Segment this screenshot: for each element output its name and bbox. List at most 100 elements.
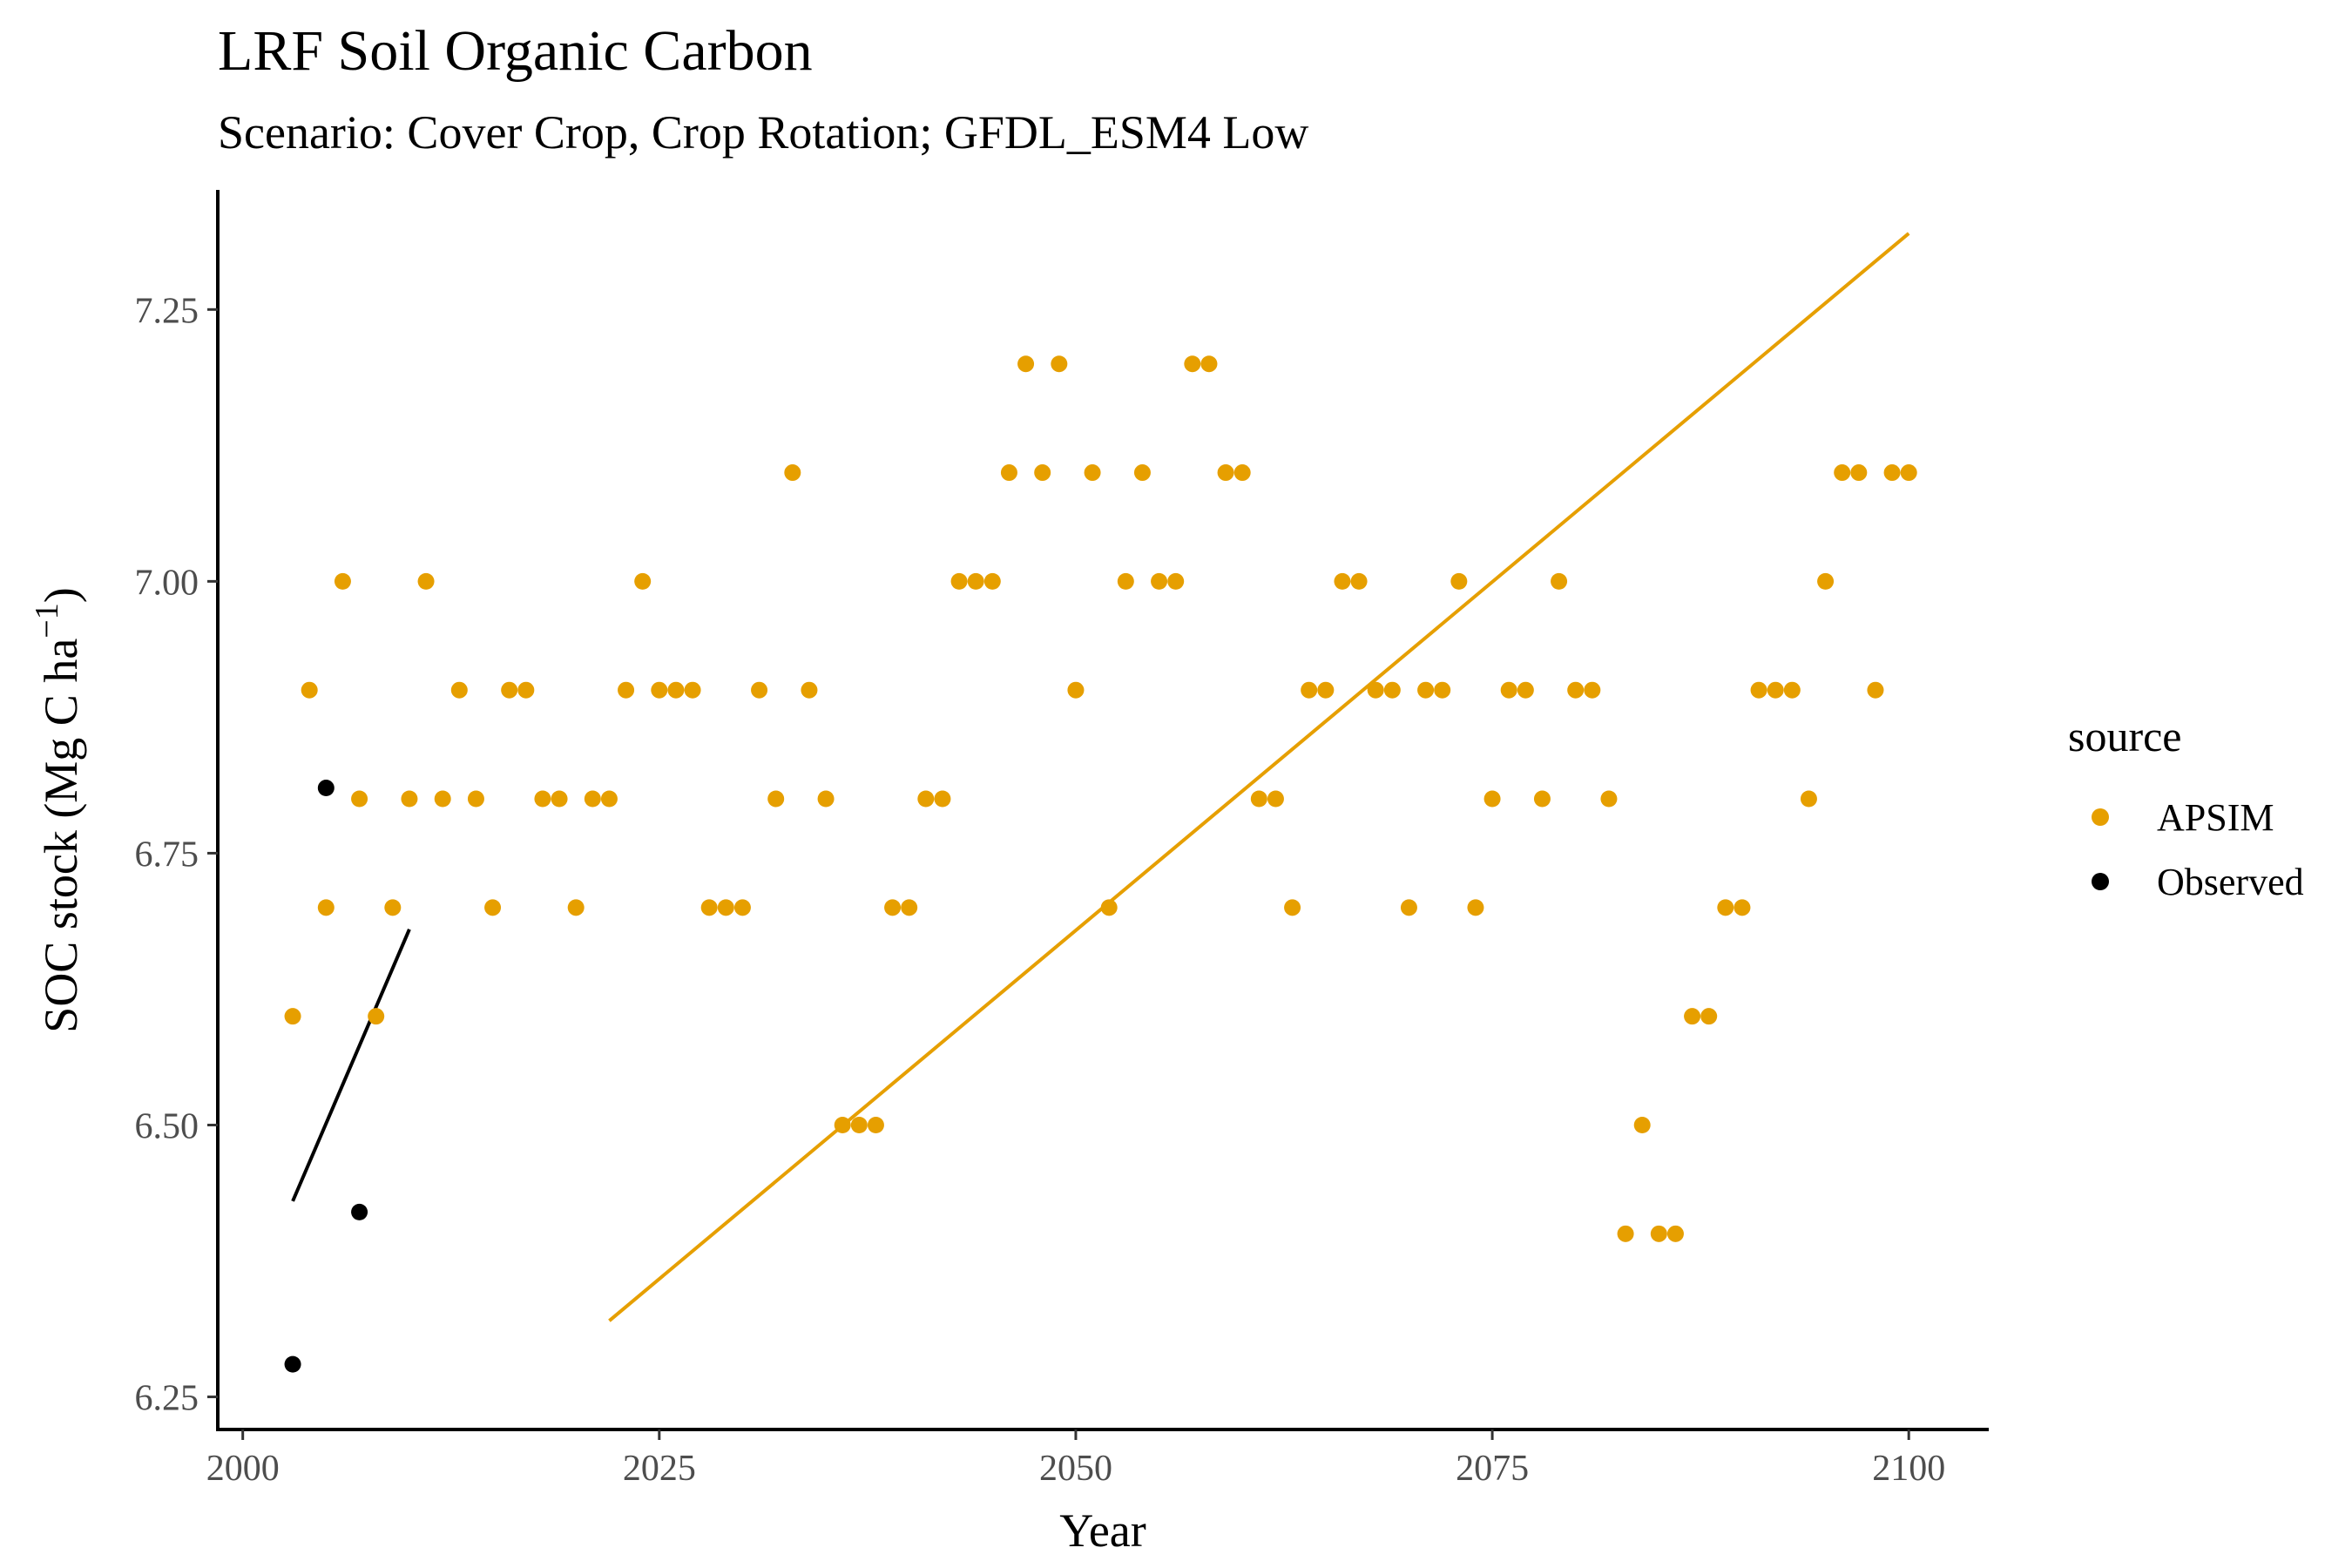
point-apsim-2084 (1633, 1116, 1651, 1133)
point-apsim-2062 (1267, 790, 1284, 808)
point-apsim-2031 (751, 681, 768, 699)
point-apsim-2079 (1551, 572, 1568, 590)
point-apsim-2064 (1301, 681, 1318, 699)
point-apsim-2020 (567, 899, 585, 916)
point-apsim-2047 (1017, 355, 1035, 373)
point-apsim-2004 (301, 681, 318, 699)
point-apsim-2078 (1533, 790, 1551, 808)
trend-line-observed (291, 929, 411, 1202)
point-apsim-2018 (534, 790, 551, 808)
trend-line-apsim (608, 232, 1910, 1322)
x-axis-title: Year (1059, 1504, 1146, 1557)
point-apsim-2060 (1233, 464, 1251, 482)
x-tick-label-2075: 2075 (1456, 1449, 1529, 1489)
point-apsim-2033 (784, 464, 801, 482)
point-apsim-2025 (651, 681, 668, 699)
point-apsim-2085 (1650, 1225, 1667, 1242)
x-ticks: 2000 2025 2050 2075 2100 (206, 1429, 1945, 1489)
point-apsim-2072 (1434, 681, 1451, 699)
point-apsim-2091 (1750, 681, 1767, 699)
point-apsim-2012 (434, 790, 451, 808)
point-apsim-2074 (1467, 899, 1484, 916)
point-apsim-2098 (1867, 681, 1884, 699)
point-apsim-2049 (1051, 355, 1068, 373)
point-apsim-2038 (867, 1116, 884, 1133)
chart-title: LRF Soil Organic Carbon (218, 19, 813, 83)
point-apsim-2090 (1734, 899, 1751, 916)
point-apsim-2086 (1666, 1225, 1684, 1242)
point-apsim-2023 (618, 681, 635, 699)
point-apsim-2100 (1900, 464, 1917, 482)
point-apsim-2083 (1617, 1225, 1634, 1242)
point-apsim-2030 (733, 899, 751, 916)
point-apsim-2015 (484, 899, 502, 916)
point-apsim-2032 (767, 790, 785, 808)
point-apsim-2057 (1184, 355, 1201, 373)
point-apsim-2029 (717, 899, 734, 916)
point-apsim-2053 (1117, 572, 1134, 590)
trend-lines (291, 232, 1910, 1322)
point-apsim-2068 (1367, 681, 1384, 699)
point-apsim-2011 (417, 572, 435, 590)
point-apsim-2082 (1600, 790, 1618, 808)
point-apsim-2087 (1684, 1008, 1701, 1025)
legend-label-observed: Observed (2157, 861, 2304, 903)
y-ticks: 6.25 6.50 6.75 7.00 7.25 (135, 291, 218, 1419)
point-apsim-2058 (1200, 355, 1218, 373)
point-apsim-2021 (584, 790, 601, 808)
point-apsim-2006 (334, 572, 351, 590)
point-apsim-2003 (284, 1008, 301, 1025)
point-apsim-2092 (1767, 681, 1784, 699)
point-apsim-2099 (1883, 464, 1901, 482)
point-apsim-2039 (884, 899, 902, 916)
point-apsim-2061 (1250, 790, 1267, 808)
point-apsim-2044 (967, 572, 984, 590)
point-apsim-2042 (934, 790, 951, 808)
point-observed-2005 (317, 780, 335, 797)
y-tick-label-7.00: 7.00 (135, 563, 199, 603)
point-apsim-2024 (634, 572, 652, 590)
point-apsim-2019 (551, 790, 568, 808)
y-axis-title: SOC stock (Mg C ha−1) (29, 587, 87, 1032)
data-points (284, 355, 1917, 1373)
point-apsim-2089 (1717, 899, 1734, 916)
point-apsim-2051 (1084, 464, 1101, 482)
point-apsim-2063 (1284, 899, 1301, 916)
point-observed-2003 (284, 1355, 301, 1373)
point-apsim-2052 (1100, 899, 1118, 916)
point-apsim-2014 (467, 790, 484, 808)
y-axis-title-close: ) (35, 587, 87, 603)
point-apsim-2070 (1400, 899, 1417, 916)
point-apsim-2095 (1817, 572, 1835, 590)
x-tick-label-2000: 2000 (206, 1449, 280, 1489)
point-apsim-2034 (801, 681, 818, 699)
point-apsim-2016 (501, 681, 518, 699)
point-apsim-2035 (817, 790, 835, 808)
legend-title: source (2068, 712, 2182, 760)
y-axis-title-superscript: −1 (29, 603, 65, 638)
legend-key-observed (2092, 873, 2109, 890)
x-tick-label-2050: 2050 (1039, 1449, 1112, 1489)
y-tick-label-6.25: 6.25 (135, 1379, 199, 1419)
legend: source APSIM Observed (2068, 712, 2304, 903)
point-apsim-2081 (1584, 681, 1601, 699)
point-apsim-2093 (1783, 681, 1801, 699)
point-apsim-2077 (1517, 681, 1534, 699)
point-apsim-2008 (368, 1008, 385, 1025)
point-apsim-2009 (384, 899, 402, 916)
point-apsim-2076 (1500, 681, 1517, 699)
point-apsim-2050 (1067, 681, 1085, 699)
point-apsim-2055 (1151, 572, 1168, 590)
point-apsim-2097 (1850, 464, 1868, 482)
point-apsim-2027 (684, 681, 701, 699)
legend-label-apsim: APSIM (2157, 796, 2274, 839)
point-apsim-2036 (834, 1116, 851, 1133)
x-tick-label-2025: 2025 (623, 1449, 696, 1489)
y-tick-label-6.50: 6.50 (135, 1106, 199, 1146)
point-apsim-2010 (401, 790, 418, 808)
legend-key-apsim (2092, 808, 2109, 826)
point-apsim-2094 (1800, 790, 1817, 808)
point-apsim-2028 (700, 899, 718, 916)
